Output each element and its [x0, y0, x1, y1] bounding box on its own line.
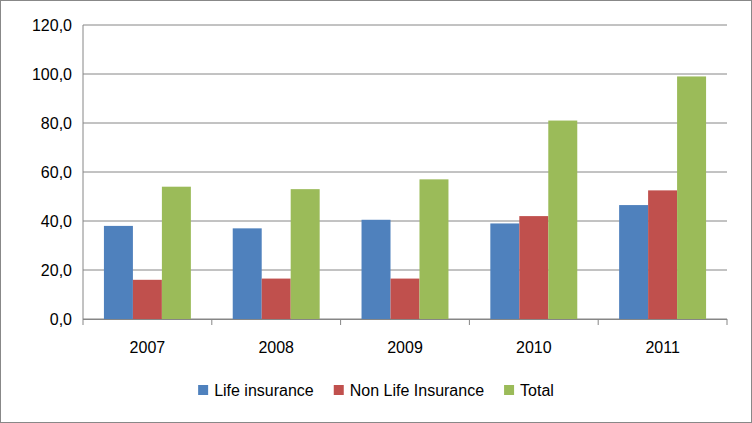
x-tick	[83, 319, 84, 325]
x-tick-label: 2007	[130, 339, 166, 356]
bars	[104, 76, 706, 319]
y-tick-label: 0,0	[50, 311, 72, 328]
x-tick-label: 2009	[387, 339, 423, 356]
x-tick	[727, 319, 728, 325]
x-tick	[340, 319, 341, 325]
chart: 0,0 20,0 40,0 60,0 80,0 100,0 120,0 2007 2008 200…	[0, 0, 752, 423]
legend-swatch	[198, 385, 208, 395]
x-tick	[211, 319, 212, 325]
grid-line	[83, 123, 727, 124]
y-tick-label: 120,0	[32, 17, 72, 34]
bar	[391, 279, 420, 319]
legend-label: Non Life Insurance	[350, 382, 484, 399]
bar	[104, 226, 133, 319]
bar	[519, 216, 548, 319]
bar	[648, 190, 677, 319]
y-tick-label: 40,0	[41, 213, 72, 230]
bar	[419, 179, 448, 319]
bar	[233, 228, 262, 319]
bar	[490, 223, 519, 319]
bar	[677, 76, 706, 319]
bar	[619, 205, 648, 319]
grid-line	[83, 172, 727, 173]
x-tick-label: 2010	[516, 339, 552, 356]
y-axis	[83, 25, 84, 319]
y-tick-label: 100,0	[32, 66, 72, 83]
y-tick-label: 60,0	[41, 164, 72, 181]
grid-line	[83, 25, 727, 26]
y-tick-label: 80,0	[41, 115, 72, 132]
legend-swatch	[334, 385, 344, 395]
x-tick	[469, 319, 470, 325]
legend-swatch	[504, 385, 514, 395]
bar	[133, 280, 162, 319]
bar	[162, 187, 191, 319]
bar	[362, 220, 391, 319]
legend-label: Life insurance	[214, 382, 314, 399]
x-axis	[83, 319, 727, 320]
x-tick-label: 2008	[258, 339, 294, 356]
bar	[548, 121, 577, 319]
grid-line	[83, 74, 727, 75]
legend: Life insurance Non Life Insurance Total	[198, 382, 554, 399]
legend-label: Total	[520, 382, 554, 399]
chart-frame	[1, 1, 752, 423]
y-tick-label: 20,0	[41, 262, 72, 279]
bar	[291, 189, 320, 319]
x-tick	[598, 319, 599, 325]
bar	[262, 279, 291, 319]
x-tick-label: 2011	[645, 339, 680, 356]
